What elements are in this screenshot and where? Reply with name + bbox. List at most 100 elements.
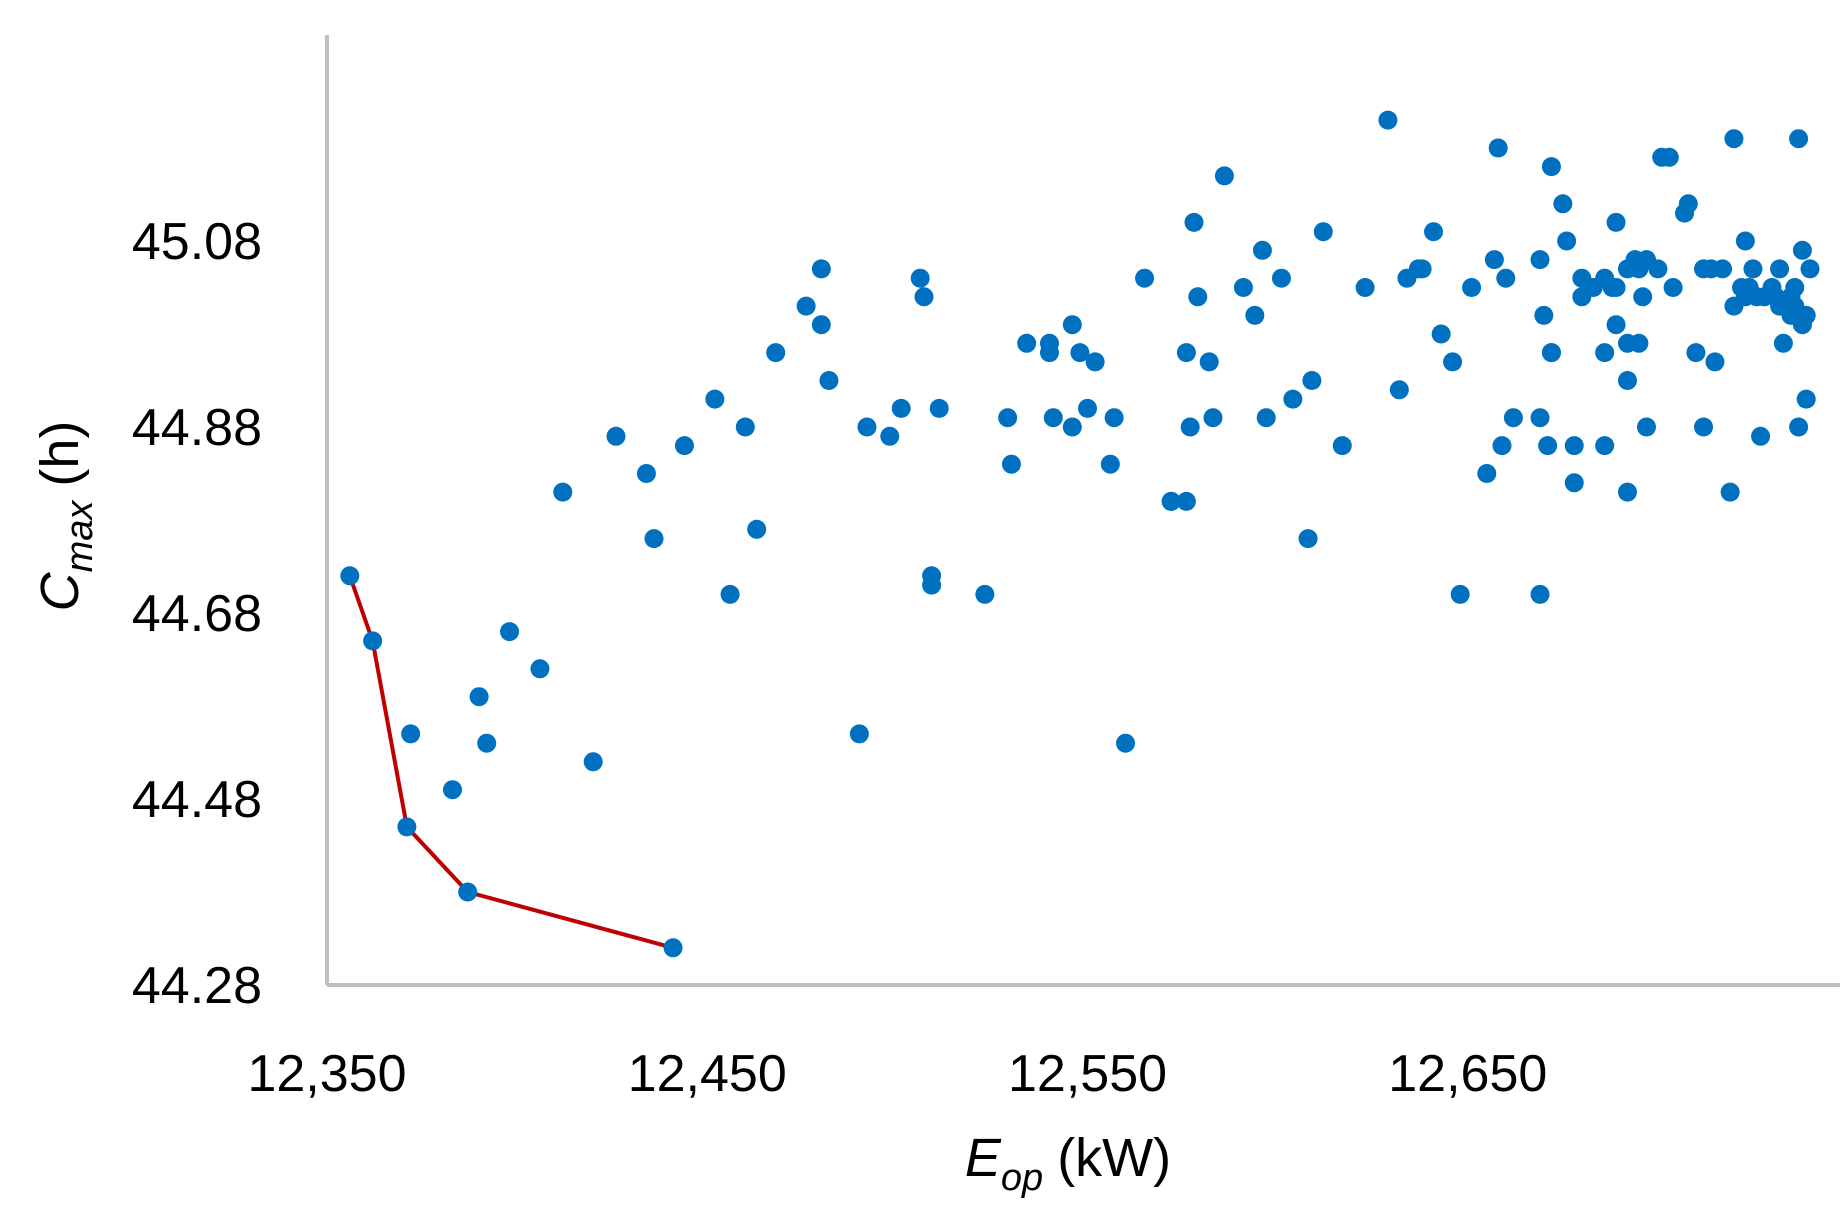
data-point [1496, 268, 1516, 288]
data-point [1488, 138, 1508, 158]
data-point [1534, 305, 1554, 325]
data-point [636, 464, 656, 483]
data-point [1271, 268, 1291, 288]
data-point [1800, 259, 1820, 279]
y-tick-label: 44.88 [132, 399, 262, 457]
data-point [1606, 212, 1626, 232]
pareto-front-point [458, 882, 478, 902]
data-point [530, 659, 550, 679]
data-point [1176, 491, 1196, 511]
data-point [1443, 352, 1463, 372]
x-axis-title-main: E [965, 1128, 1002, 1188]
x-axis-title-sub: op [1001, 1157, 1043, 1199]
data-point [914, 287, 934, 307]
pareto-front-point [340, 566, 360, 586]
data-point [1424, 222, 1444, 242]
data-point [1389, 380, 1409, 400]
data-point [1503, 408, 1523, 428]
data-point [705, 389, 725, 409]
data-point [1617, 482, 1637, 502]
x-tick-label: 12,650 [1388, 1045, 1547, 1103]
data-point [1214, 166, 1234, 186]
data-point [1313, 222, 1333, 242]
data-point [1062, 315, 1082, 335]
data-point [1256, 408, 1276, 428]
x-tick-label: 12,350 [247, 1045, 406, 1103]
data-point [1751, 426, 1771, 446]
data-point [553, 482, 573, 502]
data-point [1176, 343, 1196, 363]
data-point [1180, 417, 1200, 437]
y-axis-title-unit: (h) [30, 421, 90, 487]
data-point [583, 752, 603, 772]
data-point [644, 529, 664, 549]
data-point [811, 315, 831, 335]
data-point [1735, 231, 1755, 251]
data-point [1017, 333, 1037, 353]
data-point [1355, 278, 1375, 297]
data-point [401, 724, 421, 744]
data-point [1538, 436, 1558, 456]
data-point [929, 398, 949, 418]
y-axis-title-sub: max [59, 499, 101, 573]
data-point [1043, 408, 1063, 428]
data-point [1541, 157, 1561, 177]
data-point [1663, 278, 1683, 297]
data-point [1720, 482, 1740, 502]
data-point [1636, 417, 1656, 437]
data-point [1648, 259, 1668, 279]
data-point [747, 519, 767, 539]
data-point [857, 417, 877, 437]
data-point [1378, 110, 1398, 130]
data-point [1705, 352, 1725, 372]
data-point [766, 343, 786, 363]
data-point [1100, 454, 1120, 474]
data-point [500, 622, 520, 642]
pareto-front-point [397, 817, 417, 837]
data-point [811, 259, 831, 279]
data-point [1785, 278, 1805, 297]
data-point [1530, 250, 1550, 270]
data-point [1477, 464, 1497, 483]
axes [325, 35, 1840, 987]
y-tick-label: 44.68 [132, 585, 262, 643]
data-point [1039, 343, 1059, 363]
data-point [1694, 417, 1714, 437]
data-point [1116, 733, 1136, 753]
data-point [891, 398, 911, 418]
data-point [442, 780, 462, 800]
data-point [1678, 194, 1698, 214]
data-point [1199, 352, 1219, 372]
data-point [1541, 343, 1561, 363]
y-tick-labels: 44.28 44.48 44.68 44.88 45.08 [132, 213, 262, 1015]
data-point [1633, 287, 1653, 307]
x-tick-label: 12,450 [628, 1045, 787, 1103]
data-point [1252, 240, 1272, 260]
data-point [1078, 398, 1098, 418]
data-point [1686, 343, 1706, 363]
x-tick-label: 12,550 [1008, 1045, 1167, 1103]
data-point [1203, 408, 1223, 428]
data-point [1530, 584, 1550, 604]
y-tick-label: 44.48 [132, 771, 262, 829]
data-point [1796, 305, 1816, 325]
pareto-front-point [363, 631, 383, 651]
data-point [1233, 278, 1253, 297]
data-point [1773, 333, 1793, 353]
data-point [1564, 473, 1584, 493]
data-point [1484, 250, 1504, 270]
data-point [1135, 268, 1155, 288]
data-point [1412, 259, 1432, 279]
data-point [910, 268, 930, 288]
data-point [1104, 408, 1124, 428]
data-point [1062, 417, 1082, 437]
data-point [1743, 259, 1763, 279]
data-point [606, 426, 626, 446]
data-point [975, 584, 995, 604]
data-point [735, 417, 755, 437]
data-point [1789, 417, 1809, 437]
data-point [1595, 436, 1615, 456]
data-points-layer [340, 110, 1820, 958]
data-point [998, 408, 1018, 428]
